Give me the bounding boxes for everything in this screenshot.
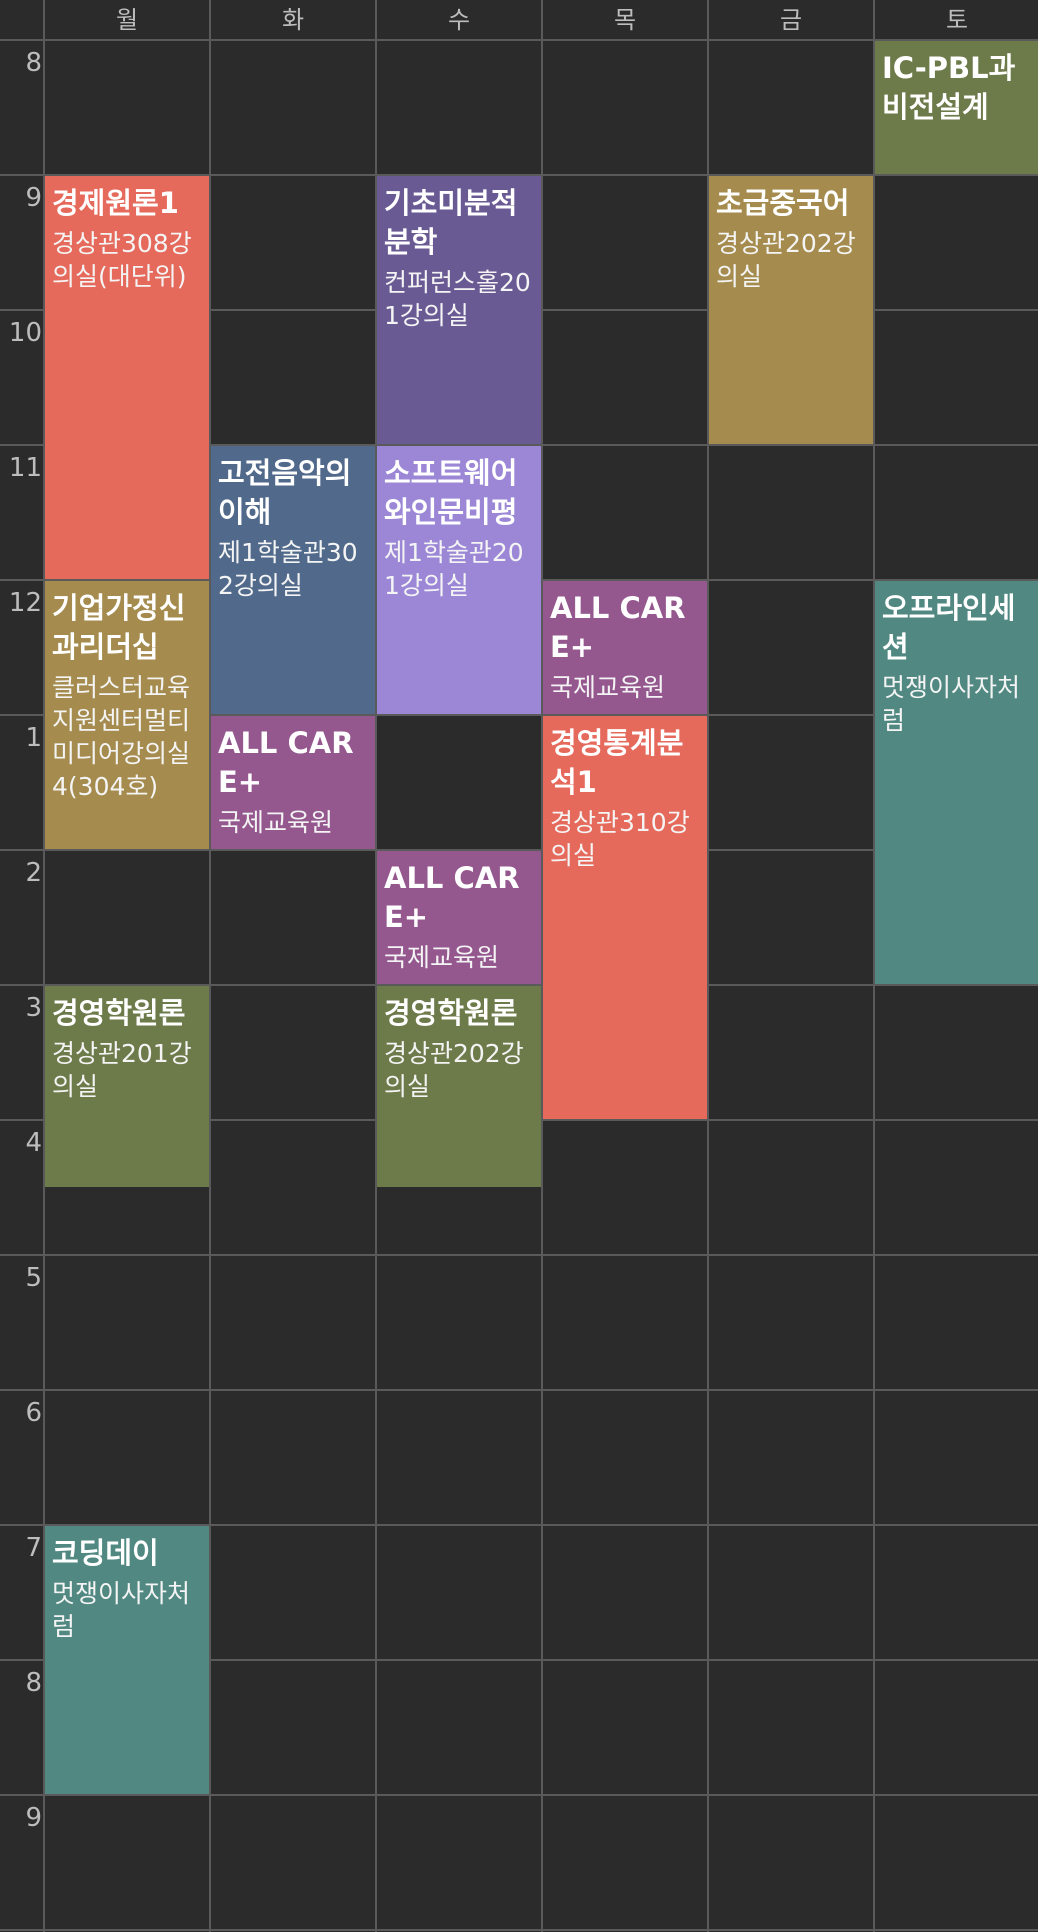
grid-column-line [707,0,709,1932]
course-room: 경상관310강의실 [550,808,690,870]
course-room: 국제교육원 [384,943,500,972]
course-room: 경상관201강의실 [52,1039,192,1101]
course-room: 멋쟁이사자처럼 [52,1579,191,1641]
course-room: 멋쟁이사자처럼 [882,673,1021,735]
course-block[interactable]: ALL CARE+ 국제교육원 [211,716,375,849]
course-title: 경영학원론 [52,996,186,1030]
hour-label: 2 [25,858,42,888]
course-title: 기초미분적분학 [384,186,518,259]
grid-row-line [0,849,1038,851]
course-room: 경상관202강의실 [384,1039,524,1101]
course-block[interactable]: ALL CARE+ 국제교육원 [377,851,541,984]
course-block[interactable]: IC-PBL과비전설계 [875,41,1038,174]
day-header: 토 [945,6,969,34]
hour-label: 7 [25,1533,42,1563]
grid-column-line [375,0,377,1932]
hour-label: 11 [8,453,42,483]
course-room: 경상관308강의실(대단위) [52,229,192,291]
course-room: 경상관202강의실 [716,229,856,291]
grid-row-line [0,174,1038,176]
grid-column-line [541,0,543,1932]
hour-label: 6 [25,1398,42,1428]
course-room: 컨퍼런스홀201강의실 [384,268,531,330]
grid-row-line [0,39,1038,41]
course-title: 경영학원론 [384,996,518,1030]
day-header: 금 [779,6,803,34]
course-title: 소프트웨어와인문비평 [384,456,518,529]
grid-row-line [0,1254,1038,1256]
hour-label: 1 [25,723,42,753]
hour-label: 10 [8,318,42,348]
grid-row-line [0,714,1038,716]
course-title: 오프라인세션 [882,591,1016,664]
grid-row-line [0,1389,1038,1391]
day-header: 목 [613,6,637,34]
course-block[interactable]: ALL CARE+ 국제교육원 [543,581,707,714]
course-block[interactable]: 경영통계분석1 경상관310강의실 [543,716,707,1119]
grid-row-line [0,1524,1038,1526]
hour-label: 5 [25,1263,42,1293]
grid-row-line [0,1929,1038,1931]
hour-label: 8 [25,1668,42,1698]
course-title: 기업가정신과리더십 [52,591,186,664]
grid-row-line [0,984,1038,986]
day-header: 수 [447,6,471,34]
course-title: 경제원론1 [52,186,179,220]
course-title: 고전음악의이해 [218,456,352,529]
course-room: 클러스터교육지원센터멀티미디어강의실4(304호) [52,673,191,801]
course-room: 제1학술관302강의실 [218,538,358,600]
course-title: ALL CARE+ [550,591,686,664]
hour-label: 3 [25,993,42,1023]
grid-row-line [0,1794,1038,1796]
course-title: 초급중국어 [716,186,850,220]
hour-label: 9 [25,1803,42,1833]
hour-label: 4 [25,1128,42,1158]
day-header: 화 [281,6,305,34]
grid-row-line [0,444,1038,446]
course-title: ALL CARE+ [218,726,354,799]
course-title: 코딩데이 [52,1536,159,1570]
grid-column-line [209,0,211,1932]
course-room: 국제교육원 [218,808,334,837]
course-room: 제1학술관201강의실 [384,538,524,600]
course-block[interactable]: 경제원론1 경상관308강의실(대단위) [45,176,209,579]
course-title: ALL CARE+ [384,861,520,934]
hour-label: 12 [8,588,42,618]
hour-label: 9 [25,183,42,213]
course-title: 경영통계분석1 [550,726,684,799]
course-room: 국제교육원 [550,673,666,702]
course-title: IC-PBL과비전설계 [882,51,1016,124]
grid-column-line [43,0,45,1932]
day-header: 월 [115,6,139,34]
hour-label: 8 [25,48,42,78]
grid-row-line [0,1659,1038,1661]
grid-column-line [873,0,875,1932]
